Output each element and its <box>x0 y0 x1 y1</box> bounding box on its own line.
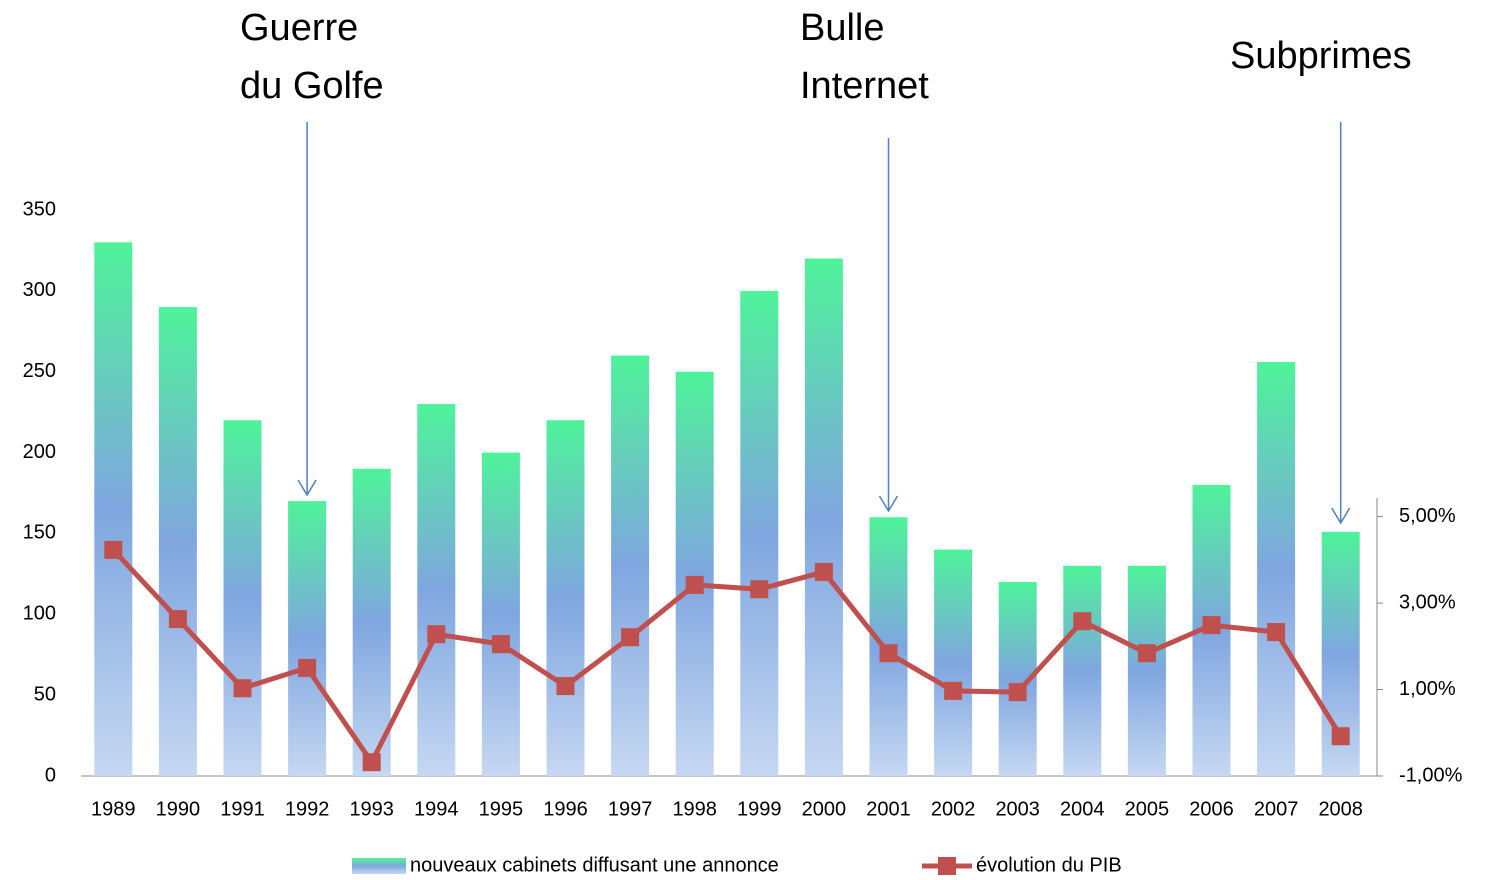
marker <box>1073 612 1092 631</box>
bar <box>417 404 456 776</box>
bar <box>288 501 327 776</box>
x-tick-label: 2007 <box>1254 798 1299 820</box>
bar <box>1063 565 1102 776</box>
bar <box>223 420 262 776</box>
y-tick-label: 150 <box>23 522 56 544</box>
bar <box>1257 362 1296 776</box>
annotation: Internet <box>800 65 929 107</box>
bar <box>94 242 133 777</box>
marker <box>362 753 381 772</box>
y-tick-label: 300 <box>23 279 56 301</box>
marker <box>491 635 510 654</box>
arrow-head <box>878 495 899 513</box>
marker <box>1008 683 1027 702</box>
marker <box>1267 623 1286 642</box>
x-tick-label: 2000 <box>802 798 847 820</box>
marker <box>298 658 317 677</box>
marker <box>1202 616 1221 635</box>
annotation: Subprimes <box>1230 35 1412 77</box>
legend-label: nouveaux cabinets diffusant une annonce <box>410 854 779 876</box>
y2-tick-label: 3,00% <box>1399 591 1456 613</box>
bar <box>158 307 197 776</box>
x-tick-label: 1994 <box>414 798 459 820</box>
x-tick-label: 1993 <box>349 798 394 820</box>
bar <box>934 549 973 776</box>
y-tick-label: 0 <box>45 764 56 786</box>
bar <box>804 258 843 776</box>
bar <box>740 290 779 776</box>
marker <box>233 679 252 698</box>
marker <box>944 681 963 700</box>
x-tick-label: 1999 <box>737 798 782 820</box>
x-tick-label: 1998 <box>672 798 717 820</box>
x-tick-label: 1990 <box>156 798 201 820</box>
x-tick-label: 1989 <box>91 798 136 820</box>
marker <box>556 677 575 696</box>
marker <box>1331 727 1350 746</box>
x-tick-label: 1995 <box>479 798 524 820</box>
legend-swatch <box>938 857 956 875</box>
y2-tick-label: 1,00% <box>1399 678 1456 700</box>
legend-label: évolution du PIB <box>976 854 1122 876</box>
marker <box>879 644 898 663</box>
annotation: Guerre <box>240 7 358 49</box>
marker <box>168 610 187 629</box>
marker <box>685 575 704 594</box>
marker <box>814 562 833 581</box>
marker <box>750 580 769 599</box>
line <box>111 548 1343 765</box>
marker <box>427 625 446 644</box>
x-tick-label: 1991 <box>220 798 265 820</box>
bar <box>352 468 391 776</box>
arrow-head <box>297 479 317 497</box>
x-tick-label: 2004 <box>1060 798 1105 820</box>
x-tick-label: 2005 <box>1125 798 1170 820</box>
bar <box>481 452 520 776</box>
x-tick-label: 2006 <box>1189 798 1234 820</box>
annotation: Bulle <box>800 7 885 49</box>
y-tick-label: 350 <box>23 198 56 220</box>
x-tick-label: 1992 <box>285 798 330 820</box>
y2-tick-label: -1,00% <box>1399 764 1463 786</box>
x-tick-label: 2003 <box>995 798 1040 820</box>
bar <box>611 355 650 776</box>
x-tick-label: 2008 <box>1318 798 1363 820</box>
marker <box>1137 644 1156 663</box>
y-tick-label: 200 <box>23 441 56 463</box>
arrow-head <box>1331 507 1351 525</box>
y-tick-label: 250 <box>23 360 56 382</box>
marker <box>621 628 640 647</box>
legend-swatch <box>352 858 406 874</box>
y-tick-label: 50 <box>34 683 56 705</box>
x-tick-label: 2002 <box>931 798 976 820</box>
bar <box>546 420 585 776</box>
y-tick-label: 100 <box>23 603 56 625</box>
y2-tick-label: 5,00% <box>1399 505 1456 527</box>
annotation: du Golfe <box>240 65 384 107</box>
x-tick-label: 2001 <box>866 798 911 820</box>
bar <box>675 371 714 776</box>
x-tick-label: 1996 <box>543 798 588 820</box>
bar <box>1127 565 1166 776</box>
x-tick-label: 1997 <box>608 798 653 820</box>
marker <box>104 540 123 559</box>
